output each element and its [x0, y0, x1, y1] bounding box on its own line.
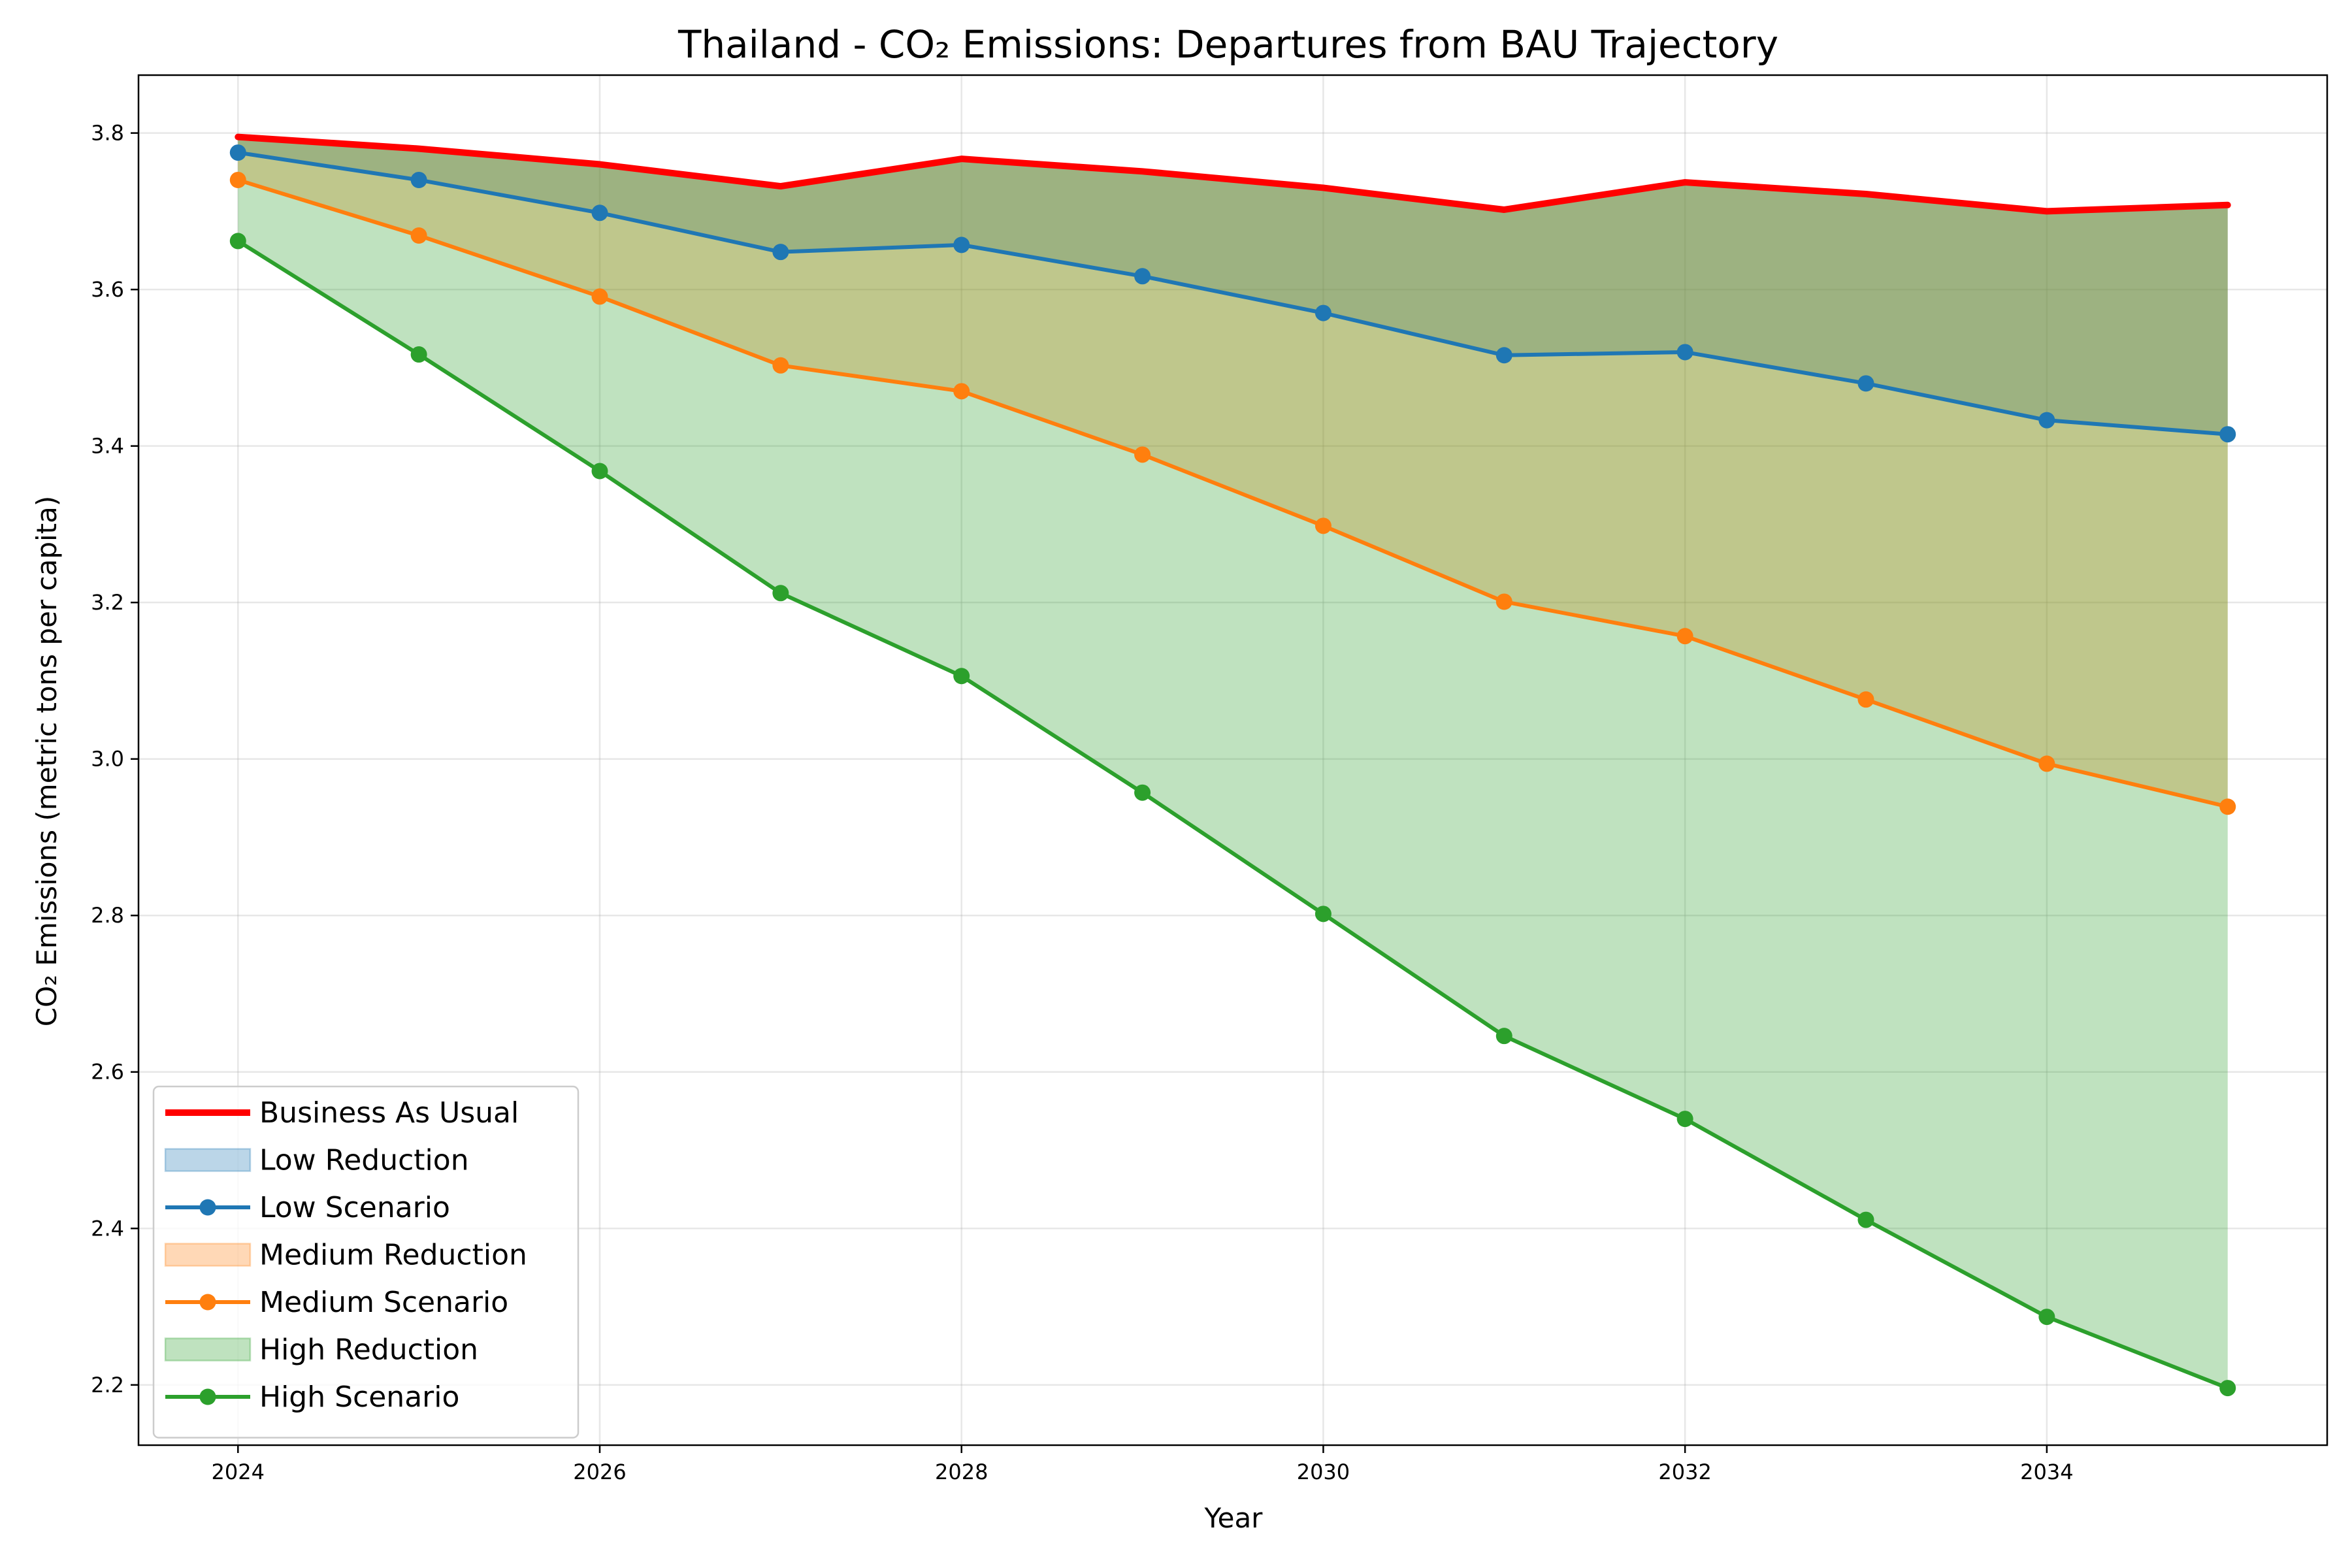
y-tick-label: 3.2: [91, 590, 124, 615]
medium-scenario-point: [2219, 798, 2236, 815]
low-scenario-point: [591, 204, 608, 221]
legend-label-medium-scenario: Medium Scenario: [259, 1286, 508, 1319]
y-tick-label: 3.0: [91, 747, 124, 772]
low-scenario-point: [1315, 304, 1331, 321]
high-scenario-point: [229, 233, 246, 250]
low-scenario-point: [772, 244, 789, 261]
plot-frame: [137, 74, 2328, 1446]
y-tick-label: 3.8: [91, 121, 124, 146]
high-scenario-point: [1315, 906, 1331, 923]
reduction-areas: [238, 137, 2228, 1388]
high-scenario-point: [1676, 1111, 1693, 1128]
y-tick-label: 2.6: [91, 1060, 124, 1085]
high-scenario-line: [236, 238, 2230, 1390]
y-tick-label: 2.8: [91, 903, 124, 928]
low-scenario-point: [2038, 412, 2055, 429]
low-scenario-point: [229, 144, 246, 161]
medium-scenario-point: [1315, 517, 1331, 534]
medium-scenario-point: [229, 171, 246, 188]
high-scenario-point: [953, 668, 970, 685]
medium-scenario-point: [1676, 628, 1693, 645]
x-axis-label: Year: [1204, 1502, 1264, 1534]
high-scenario-point: [410, 346, 427, 363]
medium-scenario-line: [236, 178, 2230, 809]
high-scenario-point: [1134, 784, 1151, 801]
legend-label-high-reduction: High Reduction: [259, 1333, 478, 1367]
legend-label-medium-reduction: Medium Reduction: [259, 1239, 527, 1272]
y-tick-label: 3.4: [91, 434, 124, 459]
high-scenario-point: [2038, 1309, 2055, 1326]
legend-marker-low-scenario: [199, 1199, 216, 1216]
medium-scenario-point: [772, 357, 789, 374]
high-scenario-point: [772, 585, 789, 602]
low-scenario-line: [236, 150, 2230, 436]
x-tick-label: 2030: [1297, 1460, 1350, 1484]
low-scenario-point: [953, 237, 970, 253]
x-tick-label: 2024: [212, 1460, 265, 1484]
legend-swatch-low-reduction: [164, 1148, 252, 1172]
legend-box: [152, 1085, 580, 1439]
high-scenario-point: [591, 463, 608, 480]
medium-scenario-point: [591, 288, 608, 305]
low-scenario-point: [1857, 375, 1874, 392]
legend-label-low-scenario: Low Scenario: [259, 1191, 450, 1224]
business-as-usual-line: [235, 133, 2231, 215]
legend-swatch-high-reduction: [164, 1337, 252, 1362]
legend: Business As Usual Low Reduction Low Scenar…: [152, 1085, 580, 1439]
medium-reduction-area: [238, 137, 2228, 807]
series-markers: [229, 144, 2236, 1397]
high-scenario-point: [1495, 1028, 1512, 1045]
legend-label-business-as-usual: Business As Usual: [259, 1096, 519, 1130]
medium-scenario-point: [2038, 755, 2055, 772]
low-scenario-point: [410, 171, 427, 188]
legend-swatch-medium-reduction: [164, 1243, 252, 1267]
y-tick-label: 3.6: [91, 277, 124, 302]
x-tick-label: 2034: [2020, 1460, 2073, 1484]
y-tick-label: 2.2: [91, 1373, 124, 1397]
x-axis-ticks: 2024 2026 2028 2030 2032 2034: [212, 1445, 2074, 1484]
legend-label-low-reduction: Low Reduction: [259, 1144, 469, 1177]
low-scenario-point: [1495, 347, 1512, 364]
y-axis-ticks: 2.2 2.4 2.6 2.8 3.0 3.2 3.4 3.6 3.8: [91, 121, 139, 1397]
medium-scenario-point: [1134, 446, 1151, 463]
high-scenario-point: [2219, 1380, 2236, 1397]
x-tick-label: 2028: [935, 1460, 988, 1484]
low-scenario-point: [2219, 426, 2236, 443]
high-scenario-point: [1857, 1211, 1874, 1228]
high-reduction-area: [238, 137, 2228, 1388]
medium-scenario-point: [1857, 691, 1874, 708]
chart-title: Thailand - CO₂ Emissions: Departures fro…: [678, 22, 1778, 67]
medium-scenario-point: [953, 383, 970, 400]
x-tick-label: 2026: [573, 1460, 626, 1484]
y-tick-label: 2.4: [91, 1216, 124, 1241]
medium-scenario-point: [1495, 593, 1512, 610]
low-scenario-point: [1676, 344, 1693, 361]
legend-marker-high-scenario: [199, 1388, 216, 1405]
y-axis-label: CO₂ Emissions (metric tons per capita): [31, 496, 63, 1027]
x-tick-label: 2032: [1658, 1460, 1711, 1484]
legend-marker-medium-scenario: [199, 1294, 216, 1311]
series-lines: [235, 133, 2231, 1390]
medium-scenario-point: [410, 227, 427, 244]
low-scenario-point: [1134, 268, 1151, 285]
legend-label-high-scenario: High Scenario: [259, 1380, 459, 1414]
